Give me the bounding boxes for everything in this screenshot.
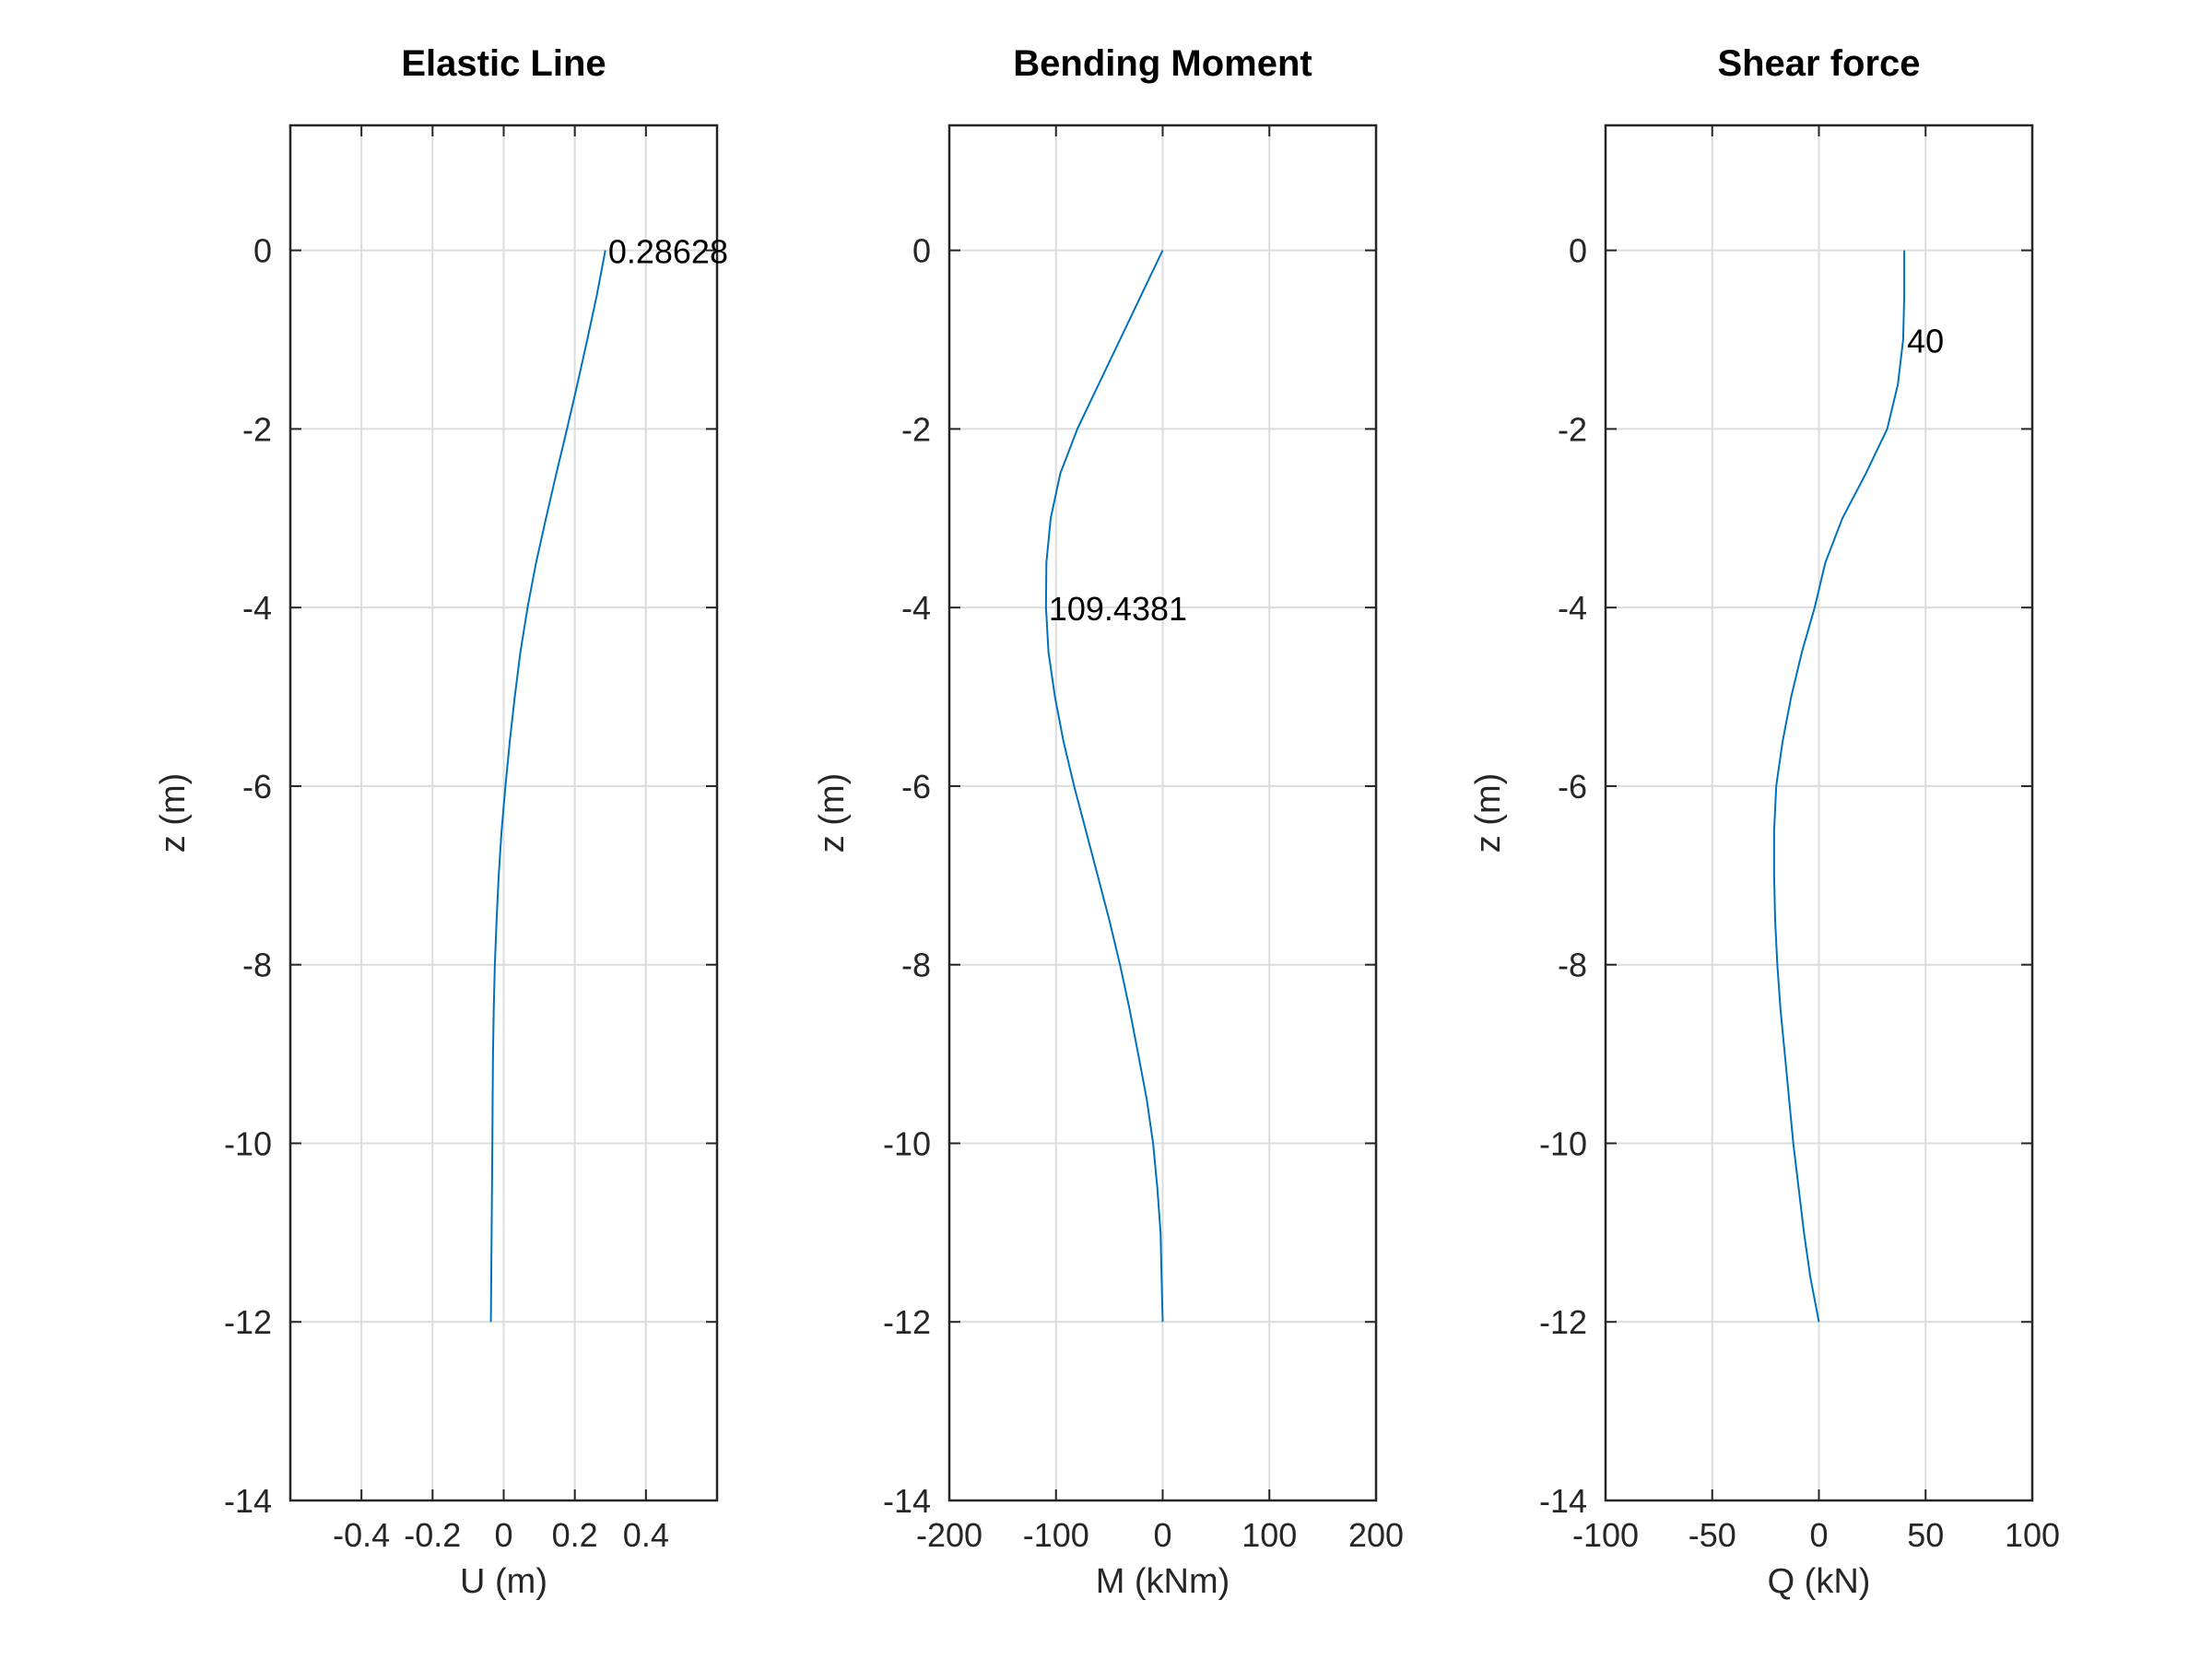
subplot-1: -0.4 -0.2 0 0.2 0.4 0 -2 -4 -6 -8 -10 -12 -14 Elastic… [154,43,728,1601]
data-annotation: 109.4381 [1049,590,1187,628]
x-tick-label: -100 [1572,1516,1639,1554]
axes-box [1604,124,2034,1502]
x-tick-label: 50 [1907,1516,1944,1554]
y-tick-label: -12 [883,1303,931,1341]
y-tick-label: -8 [1558,947,1587,984]
y-tick-label: -6 [901,768,931,806]
y-tick-label: -8 [242,947,272,984]
y-tick-label: -14 [1539,1482,1587,1520]
x-axis-label: Q (kN) [1768,1562,1871,1601]
subplot-3: -100 -50 0 50 100 0 -2 -4 -6 -8 -10 -12 -14 Shear for… [1469,43,2060,1601]
y-tick-label: -4 [242,589,272,627]
y-axis-label: z (m) [1469,773,1508,853]
y-tick-label: -6 [1558,768,1587,806]
y-axis-label: z (m) [154,773,193,853]
y-tick-label: -8 [901,947,931,984]
y-tick-label: -6 [242,768,272,806]
x-tick-label: 0 [1809,1516,1828,1554]
x-tick-label: -0.4 [333,1516,390,1554]
y-tick-label: -4 [1558,589,1587,627]
x-tick-label: -0.2 [404,1516,461,1554]
y-tick-label: -14 [883,1482,931,1520]
y-tick-label: -2 [901,410,931,448]
x-axis-label: M (kNm) [1096,1562,1230,1601]
axes-box [947,124,1378,1502]
y-tick-label: -2 [1558,410,1587,448]
y-tick-label: -4 [901,589,931,627]
subplot-2: -200 -100 0 100 200 0 -2 -4 -6 -8 -10 -12 -14 Bending… [813,43,1404,1601]
y-tick-label: -10 [1539,1124,1587,1162]
y-tick-label: 0 [1569,232,1587,270]
chart-title: Elastic Line [401,43,606,84]
x-tick-label: 0 [494,1516,512,1554]
chart-title: Bending Moment [1013,43,1312,84]
y-axis-label: z (m) [813,773,852,853]
series-line-1 [1772,250,1906,1323]
series-line-1 [1044,250,1164,1323]
axes-box [288,124,719,1502]
y-tick-label: 0 [912,232,931,270]
data-annotation: 40 [1907,323,1944,360]
x-tick-label: -200 [916,1516,982,1554]
chart-title: Shear force [1717,43,1920,84]
x-tick-label: 100 [1241,1516,1297,1554]
x-tick-label: 0.4 [623,1516,669,1554]
y-tick-label: -12 [1539,1303,1587,1341]
y-tick-label: -2 [242,410,272,448]
x-tick-label: 0.2 [552,1516,598,1554]
x-tick-label: -100 [1023,1516,1089,1554]
x-tick-label: 100 [2005,1516,2060,1554]
x-tick-label: -50 [1688,1516,1736,1554]
x-axis-label: U (m) [460,1562,547,1601]
series-line-1 [489,250,606,1323]
x-tick-label: 0 [1153,1516,1171,1554]
y-tick-label: -10 [224,1124,272,1162]
y-tick-label: -12 [224,1303,272,1341]
data-annotation: 0.28628 [608,233,728,271]
y-tick-label: 0 [253,232,272,270]
y-tick-label: -14 [224,1482,272,1520]
x-tick-label: 200 [1348,1516,1404,1554]
y-tick-label: -10 [883,1124,931,1162]
